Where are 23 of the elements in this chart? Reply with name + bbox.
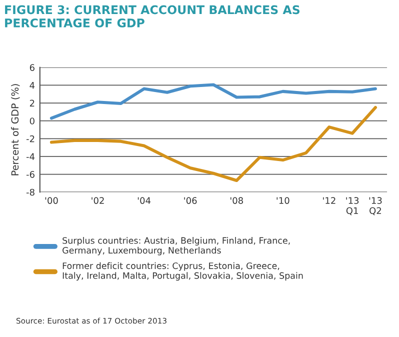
x-tick-label: '13 Q2 [369, 197, 382, 216]
y-tick-label: 4 [30, 82, 35, 89]
x-tick-label: '08 [230, 197, 243, 204]
y-tick-label: -2 [26, 135, 34, 142]
x-tick-label: '12 [323, 197, 336, 204]
x-tick-label: '13 Q1 [346, 197, 359, 216]
x-tick-label: '04 [138, 197, 151, 204]
x-tick-label: '02 [92, 197, 104, 204]
y-tick-label: -8 [26, 188, 34, 196]
y-axis-title: Percent of GDP (%) [11, 84, 20, 176]
y-tick-label: 6 [30, 64, 34, 71]
x-tick-label: '00 [45, 197, 58, 204]
legend-label: Surplus countries: Austria, Belgium, Finland, France, Germany, Luxembourg, Netherlands [62, 237, 290, 256]
x-tick-label: '06 [184, 197, 197, 204]
y-tick-label: 0 [30, 118, 34, 124]
legend-label: Former deficit countries: Cyprus, Estonia, Greece, Italy, Ireland, Malta, Portugal, Slovakia, Slovenia, Spain [62, 262, 303, 281]
line-series [50, 106, 377, 182]
y-tick-label: 2 [30, 100, 34, 106]
x-tick-label: '10 [276, 197, 290, 204]
line-series [50, 83, 377, 120]
y-tick-label: -4 [26, 153, 35, 160]
chart-title: FIGURE 3: CURRENT ACCOUNT BALANCES AS PERCENTAGE OF GDP [5, 5, 300, 28]
y-tick-label: -6 [26, 171, 34, 178]
